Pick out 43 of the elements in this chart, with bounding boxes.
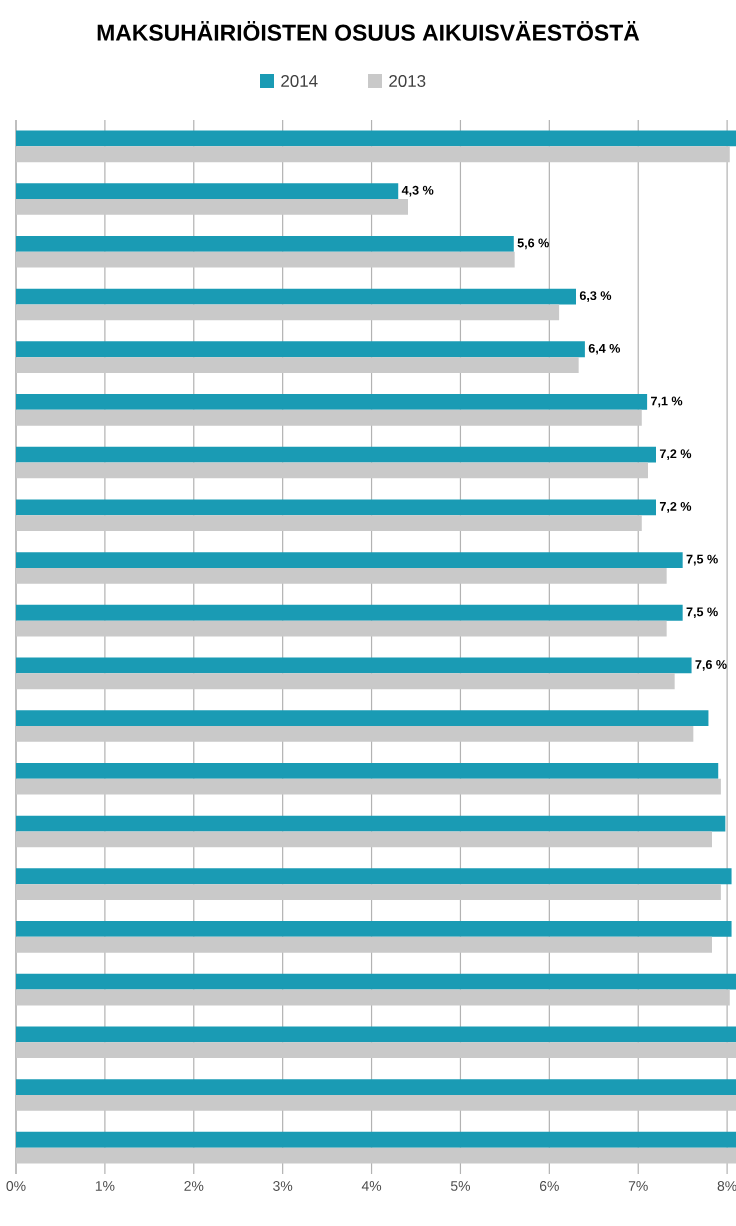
bar: [16, 726, 694, 742]
bar: [16, 973, 736, 990]
bar: [16, 1147, 736, 1164]
bar: [16, 604, 683, 621]
bar: [16, 1042, 736, 1059]
chart-title: MAKSUHÄIRIÖISTEN OSUUS AIKUISVÄESTÖSTÄ: [97, 21, 640, 41]
bar: [16, 357, 579, 373]
bar: [16, 251, 515, 268]
bar: [16, 183, 399, 200]
bar: [16, 620, 667, 637]
bar: [16, 989, 730, 1006]
bar: [16, 199, 408, 215]
bar: [16, 304, 560, 321]
bar: [16, 1131, 736, 1148]
bar: [16, 884, 721, 900]
legend-label: 2014: [281, 75, 318, 87]
bar: [16, 1079, 736, 1095]
bar: [16, 288, 576, 305]
bar: [16, 1026, 736, 1043]
bar: [16, 394, 648, 410]
bar: [16, 710, 709, 727]
bar: [16, 341, 585, 358]
bar: [16, 130, 736, 147]
bar: [16, 235, 514, 252]
bar: [16, 868, 732, 885]
legend-label: 2013: [389, 75, 426, 87]
bar: [16, 552, 683, 568]
bar: [16, 815, 726, 832]
bar: [16, 936, 712, 953]
bar: [16, 921, 732, 937]
bar: [16, 409, 642, 426]
bar: [16, 515, 642, 532]
bar: [16, 762, 719, 779]
bar: [16, 1094, 736, 1111]
bar: [16, 499, 656, 516]
bar: [16, 567, 667, 584]
bar: [16, 146, 730, 163]
bar: [16, 657, 692, 674]
bar: [16, 778, 721, 795]
bar: [16, 831, 712, 848]
bar: [16, 673, 675, 690]
bar: [16, 462, 648, 479]
bar: [16, 446, 656, 463]
